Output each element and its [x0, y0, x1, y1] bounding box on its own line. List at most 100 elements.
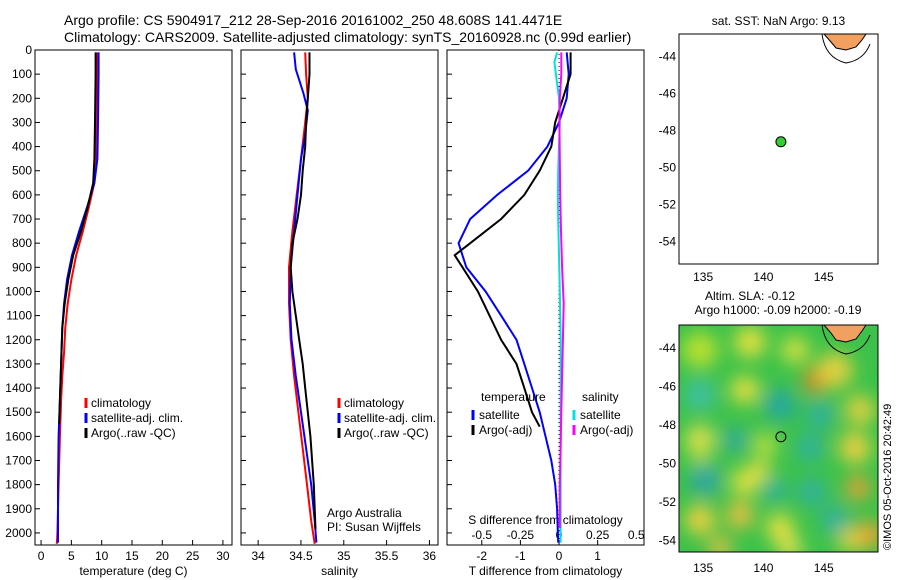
depth-tick-label: 1100 — [6, 309, 32, 323]
sla-anomaly-patch — [690, 445, 710, 465]
sdiff-tick-label: -0.5 — [471, 528, 492, 542]
sst-lat-label: -44 — [659, 49, 677, 63]
sst-map-frame — [678, 33, 879, 265]
depth-tick-label: 1200 — [5, 333, 32, 347]
sst-lat-label: -46 — [659, 86, 677, 100]
depth-tick-label: 1900 — [5, 502, 32, 516]
difference-panel-frame — [446, 49, 645, 546]
depth-tick-label: 1300 — [5, 357, 32, 371]
sla-anomaly-patch — [764, 389, 796, 421]
sst-lon-label: 140 — [753, 270, 773, 284]
temperature-legend-label: Argo(..raw -QC) — [91, 426, 176, 440]
depth-tick-label: 100 — [12, 67, 32, 81]
depth-tick-label: 400 — [12, 140, 32, 154]
depth-tick-label: 1500 — [5, 405, 32, 419]
salinity-x-label: 35 — [337, 549, 351, 563]
depth-tick-label: 1700 — [5, 453, 32, 467]
sdiff-tick-label: 0 — [556, 528, 563, 542]
tdiff-x-label: -2 — [476, 549, 487, 563]
salinity-axis-label: salinity — [321, 564, 358, 578]
depth-tick-label: 900 — [12, 260, 32, 274]
depth-tick-label: 2000 — [5, 526, 32, 540]
tdiff-x-label: 1 — [594, 549, 601, 563]
sla-lat-label: -46 — [659, 380, 677, 394]
sla-anomaly-patch — [723, 428, 747, 452]
depth-tick-label: 1600 — [5, 429, 32, 443]
diff-legend-label: Argo(-adj) — [479, 423, 532, 437]
sla-anomaly-patch — [798, 478, 826, 506]
temperature-x-label: 15 — [125, 549, 139, 563]
depth-tick-label: 1000 — [5, 284, 32, 298]
sla-lat-label: -48 — [659, 418, 677, 432]
tdiff-x-label: -1 — [515, 549, 526, 563]
sla-anomaly-patch — [846, 476, 870, 500]
sla-lat-label: -50 — [659, 457, 677, 471]
sla-map-title: Altim. SLA: -0.12 — [705, 289, 795, 303]
sla-map-frame — [678, 324, 879, 553]
sla-field — [679, 325, 878, 552]
sla-anomaly-patch — [838, 528, 862, 552]
salinity-x-label: 36 — [423, 549, 437, 563]
sdiff-tick-label: 0.5 — [628, 528, 645, 542]
depth-tick-label: 1400 — [5, 381, 32, 395]
sst-map-title: sat. SST: NaN Argo: 9.13 — [712, 14, 846, 28]
sla-anomaly-patch — [685, 505, 715, 535]
temperature-x-label: 25 — [186, 549, 200, 563]
sst-lat-label: -52 — [659, 198, 677, 212]
sla-anomaly-patch — [763, 478, 787, 502]
temperature-legend-label: climatology — [91, 396, 151, 410]
sla-anomaly-patch — [817, 352, 853, 388]
salinity-legend-label: Argo(..raw -QC) — [344, 426, 429, 440]
diff-legend-label: satellite — [580, 408, 621, 422]
tasmania-sst — [823, 34, 867, 51]
temperature-series-2 — [58, 52, 97, 425]
depth-tick-label: 200 — [12, 91, 32, 105]
depth-tick-label: 1800 — [5, 478, 32, 492]
temperature-x-label: 30 — [216, 549, 230, 563]
diff-legend-label: satellite — [479, 408, 520, 422]
temperature-x-label: 20 — [156, 549, 170, 563]
temperature-axis-label: temperature (deg C) — [79, 564, 187, 578]
sst-lon-label: 145 — [814, 270, 834, 284]
sla-anomaly-patch — [689, 464, 721, 496]
salinity-series-2 — [289, 52, 317, 530]
sla-lon-label: 140 — [753, 561, 773, 575]
sla-anomaly-blobs — [682, 326, 878, 552]
sla-anomaly-patch — [781, 336, 809, 364]
tdiff-axis-label: T difference from climatology — [469, 564, 623, 578]
sst-lon-label: 135 — [693, 270, 713, 284]
sst-lat-label: -48 — [659, 123, 677, 137]
argo-float-marker — [775, 431, 787, 443]
sla-anomaly-patch — [778, 536, 802, 552]
salinity-x-label: 34.5 — [289, 549, 313, 563]
difference-series-1 — [453, 52, 572, 428]
sla-anomaly-patch — [726, 501, 754, 529]
temperature-series-1 — [57, 52, 100, 543]
argo-float-marker — [775, 136, 787, 148]
diff-legend-salt-title: salinity — [582, 390, 619, 404]
depth-tick-label: 600 — [12, 188, 32, 202]
sla-anomaly-patch — [766, 514, 794, 542]
sla-anomaly-patch — [708, 536, 732, 552]
argo-australia-note: Argo Australia — [327, 506, 402, 520]
sla-anomaly-patch — [731, 376, 759, 404]
sla-anomaly-patch — [682, 332, 718, 368]
sla-anomaly-patch — [806, 401, 834, 429]
difference-series-0 — [457, 52, 570, 543]
sla-anomaly-patch — [685, 425, 715, 455]
depth-tick-label: 0 — [25, 43, 32, 57]
sdiff-tick-label: 0.25 — [586, 528, 610, 542]
diff-legend-temp-title: temperature — [481, 390, 546, 404]
temperature-panel-frame — [34, 49, 233, 546]
depth-tick-label: 500 — [12, 164, 32, 178]
sla-anomaly-patch — [796, 434, 824, 462]
sla-lat-label: -44 — [659, 341, 677, 355]
depth-tick-label: 800 — [12, 236, 32, 250]
temperature-x-label: 10 — [95, 549, 109, 563]
sla-anomaly-patch — [845, 395, 875, 425]
depth-tick-label: 300 — [12, 115, 32, 129]
tasmania-sla — [823, 325, 867, 343]
salinity-panel-frame — [240, 49, 439, 546]
temperature-series-0 — [55, 52, 99, 544]
